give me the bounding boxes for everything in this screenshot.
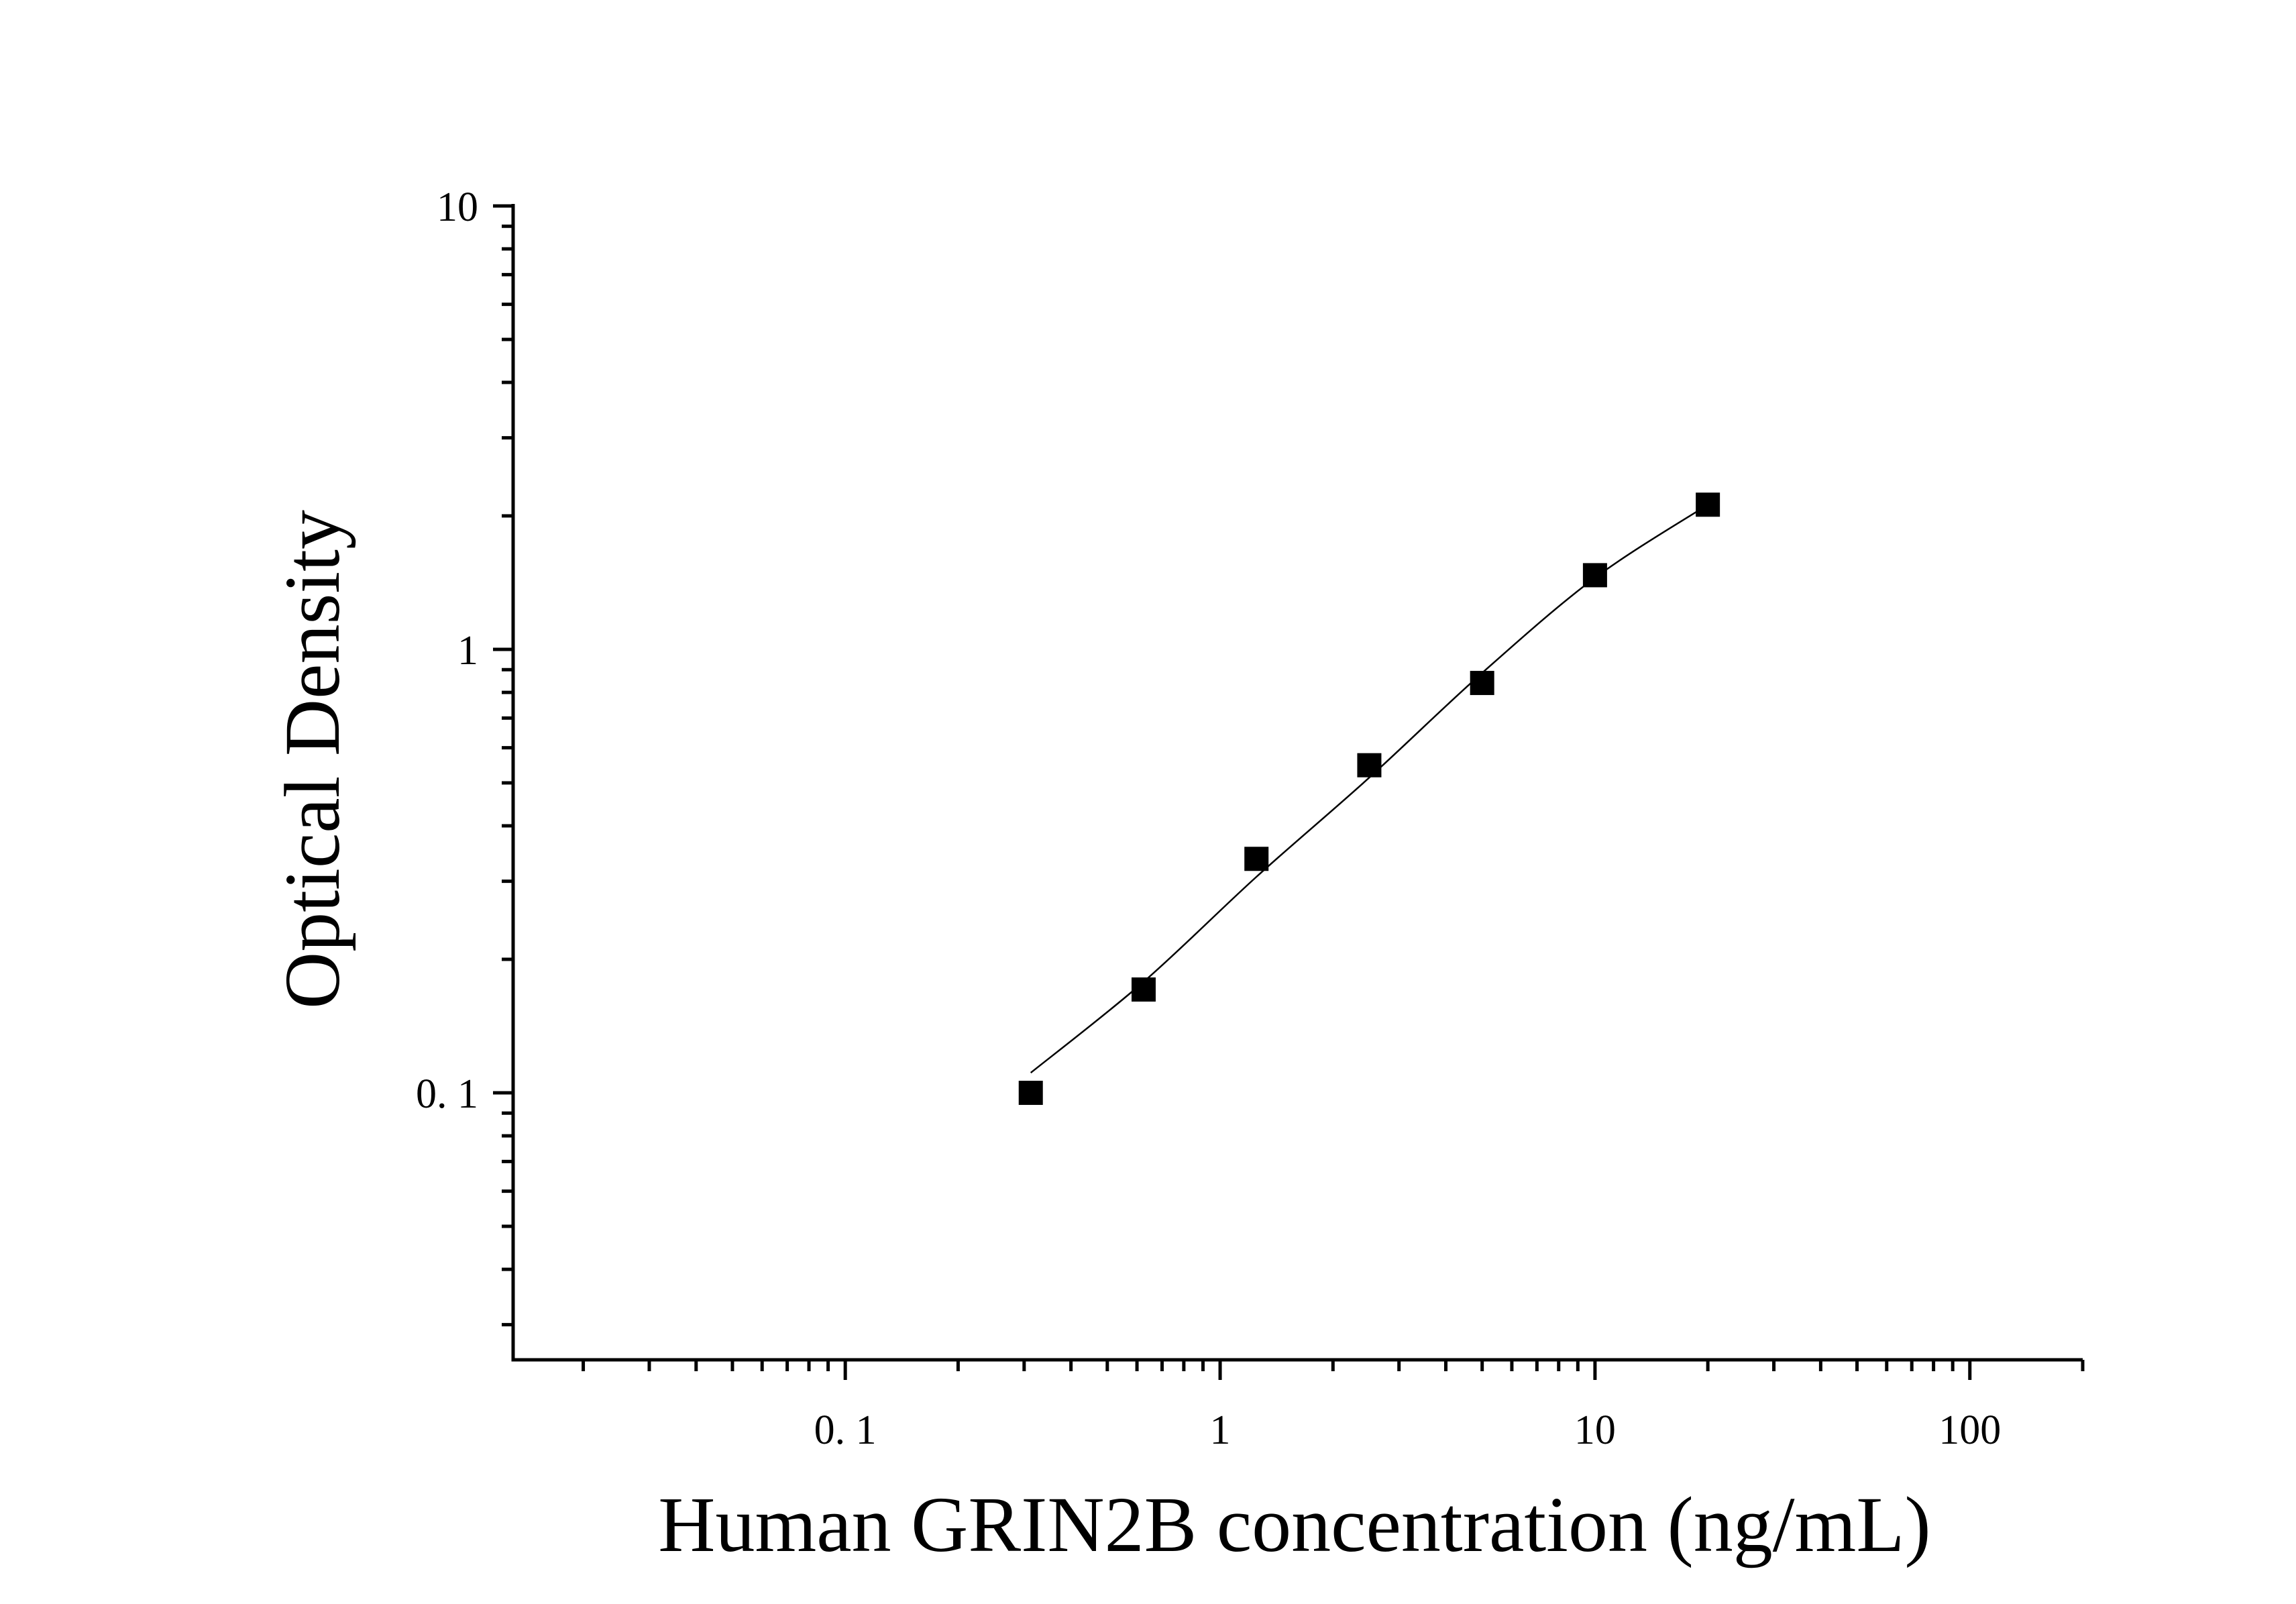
- y-tick-label: 1: [457, 628, 478, 674]
- x-tick-label: 0. 1: [814, 1407, 877, 1453]
- data-point-marker: [1131, 977, 1156, 1002]
- data-point-marker: [1018, 1081, 1043, 1106]
- data-point-marker: [1696, 492, 1720, 517]
- data-point-marker: [1470, 671, 1494, 696]
- y-tick-label: 0. 1: [416, 1071, 478, 1117]
- x-tick-label: 1: [1210, 1407, 1231, 1453]
- data-markers: [1018, 492, 1720, 1106]
- data-point-marker: [1582, 563, 1607, 588]
- x-axis-title: Human GRIN2B concentration (ng/mL): [658, 1481, 1930, 1568]
- axes: [511, 204, 2083, 1362]
- axis-tick-labels: 0. 1 1 10 100 0. 1 1 10: [416, 184, 2001, 1453]
- y-tick-label: 10: [437, 184, 478, 230]
- data-point-marker: [1244, 847, 1269, 871]
- x-tick-label: 100: [1938, 1407, 2001, 1453]
- data-point-marker: [1357, 753, 1382, 778]
- axis-ticks: [493, 204, 2085, 1380]
- x-tick-label: 10: [1574, 1407, 1616, 1453]
- y-axis-title: Optical Density: [268, 510, 356, 1009]
